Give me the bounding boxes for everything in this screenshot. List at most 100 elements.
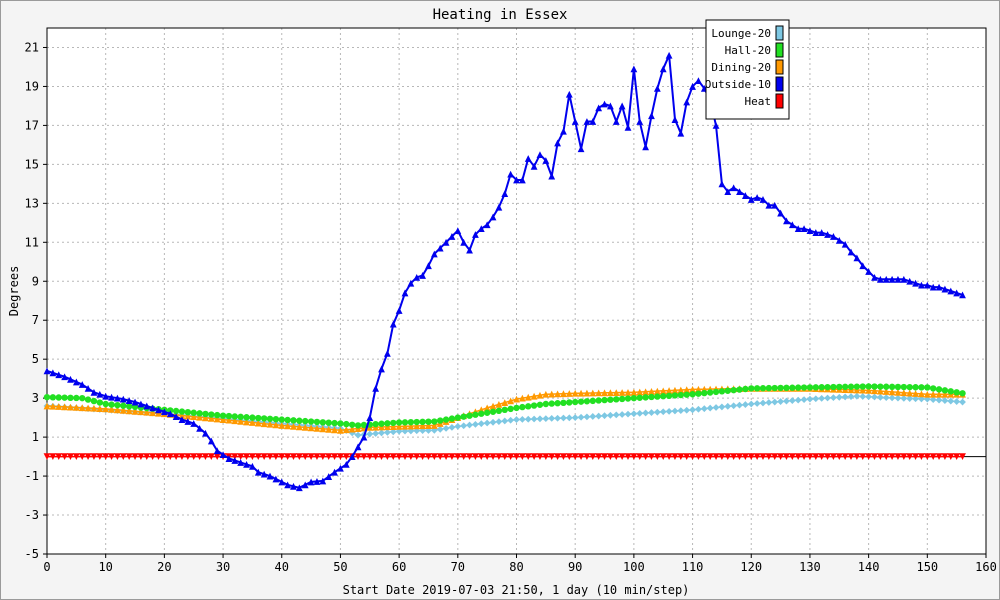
- data-point: [501, 399, 509, 407]
- data-point: [653, 453, 661, 460]
- data-point: [436, 244, 444, 252]
- data-point: [272, 475, 280, 483]
- data-point: [401, 453, 409, 460]
- data-point: [61, 403, 69, 411]
- data-point: [830, 233, 837, 240]
- data-point: [84, 453, 92, 460]
- data-point: [777, 398, 784, 405]
- data-point: [266, 472, 274, 480]
- data-point: [266, 415, 274, 422]
- x-tick-label: 150: [916, 560, 938, 574]
- data-point: [718, 453, 726, 460]
- data-point: [378, 420, 385, 427]
- legend-label: Hall-20: [725, 44, 771, 57]
- data-point: [595, 412, 603, 420]
- data-point: [114, 394, 121, 402]
- data-point: [659, 408, 667, 416]
- data-point: [495, 400, 503, 408]
- data-point: [378, 365, 385, 373]
- data-point: [665, 453, 673, 460]
- data-point: [671, 392, 679, 399]
- data-point: [653, 84, 661, 92]
- data-point: [55, 371, 63, 379]
- data-point: [190, 420, 198, 427]
- data-point: [712, 122, 720, 129]
- data-point: [607, 102, 614, 110]
- data-point: [923, 281, 931, 289]
- data-point: [307, 478, 315, 486]
- data-point: [683, 406, 691, 414]
- data-point: [360, 453, 368, 460]
- data-point: [853, 453, 861, 460]
- data-point: [660, 393, 667, 400]
- data-point: [284, 481, 292, 489]
- data-point: [137, 400, 145, 408]
- data-point: [96, 390, 104, 398]
- data-point: [114, 453, 121, 460]
- data-point: [272, 421, 280, 429]
- data-point: [507, 453, 515, 460]
- data-point: [612, 389, 620, 396]
- data-point: [601, 100, 608, 108]
- data-point: [653, 387, 661, 395]
- data-point: [912, 390, 919, 397]
- y-tick-label: -5: [25, 547, 39, 561]
- data-point: [783, 397, 790, 405]
- data-point: [871, 453, 878, 460]
- data-point: [918, 453, 925, 460]
- data-point: [865, 393, 873, 401]
- data-point: [495, 453, 503, 460]
- data-point: [295, 423, 303, 431]
- data-point: [741, 192, 749, 199]
- data-point: [272, 453, 280, 460]
- data-point: [454, 227, 462, 235]
- data-point: [255, 414, 262, 422]
- data-point: [442, 238, 450, 246]
- data-point: [724, 188, 732, 196]
- data-point: [401, 422, 409, 430]
- data-point: [149, 409, 157, 417]
- legend-label: Lounge-20: [711, 27, 771, 40]
- data-point: [155, 409, 162, 417]
- data-point: [630, 453, 638, 460]
- data-point: [272, 415, 280, 423]
- data-point: [495, 203, 503, 211]
- data-point: [348, 425, 356, 433]
- data-point: [601, 396, 608, 404]
- data-point: [929, 283, 937, 291]
- data-point: [730, 184, 738, 192]
- data-point: [912, 384, 919, 391]
- data-point: [947, 388, 954, 395]
- data-point: [325, 473, 333, 480]
- data-point: [389, 320, 397, 328]
- data-point: [331, 419, 338, 427]
- data-point: [730, 453, 738, 460]
- x-tick-label: 30: [216, 560, 230, 574]
- data-point: [319, 419, 327, 426]
- data-point: [525, 403, 532, 410]
- legend-label: Dining-20: [711, 61, 771, 74]
- data-point: [618, 395, 626, 403]
- data-point: [202, 410, 209, 418]
- data-point: [636, 453, 644, 460]
- data-point: [49, 402, 57, 410]
- data-point: [595, 389, 603, 397]
- data-point: [390, 419, 397, 427]
- data-point: [677, 386, 685, 394]
- data-point: [342, 460, 350, 468]
- data-point: [554, 390, 561, 398]
- data-point: [700, 453, 708, 460]
- data-point: [483, 419, 491, 427]
- data-point: [384, 420, 391, 427]
- data-point: [929, 396, 937, 404]
- data-point: [507, 405, 514, 413]
- data-point: [425, 418, 432, 425]
- data-point: [659, 387, 667, 395]
- data-point: [55, 403, 63, 410]
- data-point: [96, 399, 104, 406]
- data-point: [325, 453, 333, 460]
- data-point: [413, 418, 420, 426]
- data-point: [542, 415, 550, 423]
- data-point: [918, 390, 925, 398]
- data-point: [49, 453, 57, 460]
